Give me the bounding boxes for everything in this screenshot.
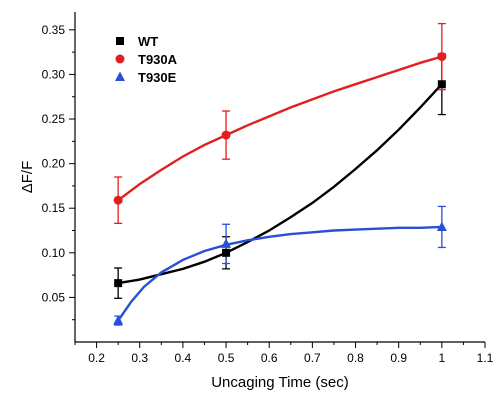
- x-axis-title: Uncaging Time (sec): [211, 374, 349, 391]
- legend-label-t930e: T930E: [138, 70, 177, 85]
- legend: WT T930A T930E: [115, 34, 178, 85]
- data-point-t930e: [113, 315, 124, 325]
- y-ticks: 0.05 0.10 0.15 0.20 0.25 0.30 0.35: [42, 23, 75, 321]
- y-tick-label: 0.05: [42, 290, 66, 304]
- legend-label-wt: WT: [138, 34, 158, 49]
- y-tick-label: 0.35: [42, 23, 66, 37]
- x-ticks: 0.2 0.3 0.4 0.5 0.6 0.7 0.8 0.9 1 1.1: [74, 342, 494, 365]
- data-point-wt: [437, 80, 446, 89]
- data-markers: [113, 52, 447, 325]
- x-tick-label: 0.4: [175, 351, 192, 365]
- y-tick-label: 0.20: [42, 157, 66, 171]
- data-point-t930a: [437, 52, 447, 62]
- x-tick-label: 1.1: [477, 351, 494, 365]
- legend-marker-wt: [116, 37, 124, 45]
- data-point-wt: [114, 279, 123, 288]
- fit-curves: [117, 55, 443, 322]
- y-axis-title: ΔF/F: [19, 161, 36, 194]
- x-tick-label: 0.6: [261, 351, 278, 365]
- data-point-wt: [222, 248, 231, 257]
- x-tick-label: 0.7: [304, 351, 321, 365]
- y-tick-label: 0.15: [42, 201, 66, 215]
- data-point-t930e: [221, 238, 232, 248]
- x-tick-label: 0.9: [390, 351, 407, 365]
- x-tick-label: 0.8: [347, 351, 364, 365]
- data-point-t930a: [221, 130, 231, 140]
- x-tick-label: 0.2: [88, 351, 105, 365]
- fit-curve-t930e: [117, 225, 442, 322]
- x-tick-label: 1: [438, 351, 445, 365]
- x-tick-label: 0.5: [218, 351, 235, 365]
- y-tick-label: 0.30: [42, 67, 66, 81]
- fit-curve-wt: [118, 83, 443, 285]
- fit-curve-t930a: [117, 55, 443, 202]
- x-tick-label: 0.3: [131, 351, 148, 365]
- y-tick-label: 0.25: [42, 112, 66, 126]
- legend-marker-t930a: [115, 54, 125, 64]
- legend-marker-t930e: [115, 71, 125, 81]
- y-tick-label: 0.10: [42, 246, 66, 260]
- error-bars: [114, 22, 446, 326]
- legend-label-t930a: T930A: [138, 52, 178, 67]
- data-point-t930a: [113, 195, 123, 205]
- axes: 0.2 0.3 0.4 0.5 0.6 0.7 0.8 0.9 1 1.1 0.05 0.10 0.1…: [42, 12, 494, 365]
- data-point-t930e: [436, 221, 447, 231]
